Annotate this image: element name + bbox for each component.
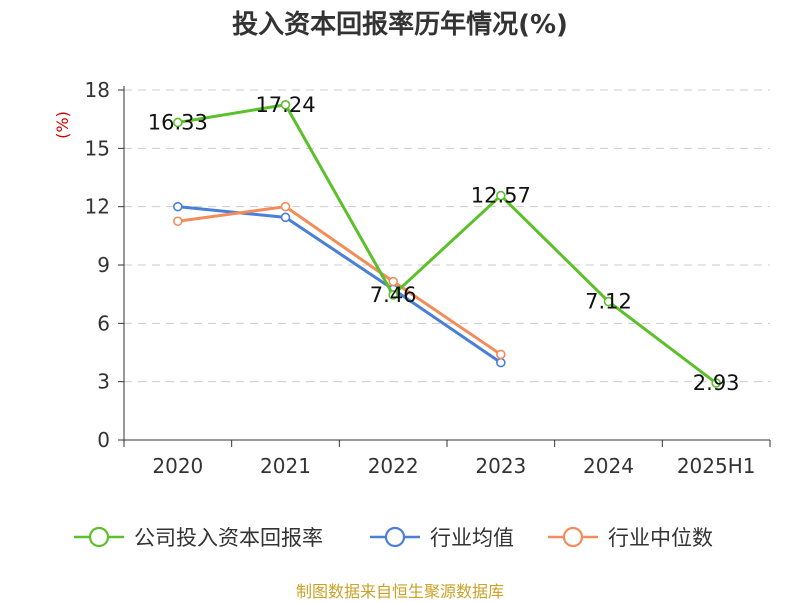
y-tick-label: 15 [85,136,110,160]
y-tick-label: 0 [97,428,110,452]
data-label: 12.57 [471,184,531,208]
legend-marker [384,526,406,548]
x-tick-label: 2025H1 [677,454,756,478]
data-point [711,378,721,388]
source-note: 制图数据来自恒生聚源数据库 [295,582,504,601]
axes: 0 3 6 9 12 15 18 2020 2021 2022 2023 2024 2025H1 [85,78,771,478]
data-point [388,276,398,287]
data-point [173,201,183,212]
x-tick-label: 2021 [260,454,311,478]
y-tick-label: 18 [85,78,110,102]
x-tick-label: 2024 [583,454,634,478]
data-point [280,201,291,212]
legend-label: 行业均值 [430,526,514,550]
data-point [173,117,183,128]
x-tick-label: 2020 [152,454,203,478]
series-line [177,205,502,364]
y-tick-label: 9 [97,253,110,277]
data-labels: 16.33 17.24 7.46 12.57 7.12 2.93 [148,93,740,395]
legend-label: 公司投入资本回报率 [134,526,323,550]
chart-title: 投入资本回报率历年情况(%) [232,10,568,40]
data-label: 7.46 [370,283,417,307]
y-axis-label: (%) [53,111,72,139]
legend-label: 行业中位数 [608,526,713,550]
data-label: 16.33 [148,110,208,134]
legend-item[interactable]: 公司投入资本回报率 [74,526,323,550]
y-tick-label: 6 [97,311,110,335]
data-point [280,212,291,223]
data-point [280,99,291,110]
y-tick-label: 12 [85,195,110,219]
x-tick-label: 2023 [475,454,526,478]
series-line [177,103,718,385]
data-label: 17.24 [255,93,315,117]
x-tick-label: 2022 [368,454,419,478]
data-label: 7.12 [585,290,632,314]
legend-item[interactable]: 行业中位数 [548,526,713,550]
grid-lines [124,89,770,383]
data-point [496,349,506,360]
series-lines [173,99,721,388]
data-point [388,290,398,300]
data-point [496,190,506,201]
legend: 公司投入资本回报率 行业均值 行业中位数 [74,526,713,550]
y-tick-label: 3 [97,370,110,394]
data-point [496,357,506,368]
legend-marker [562,526,584,548]
data-label: 2.93 [693,371,740,395]
series-line [177,205,502,356]
legend-item[interactable]: 行业均值 [370,526,514,550]
legend-marker [88,526,110,548]
data-point [173,216,183,227]
data-point [603,296,614,307]
